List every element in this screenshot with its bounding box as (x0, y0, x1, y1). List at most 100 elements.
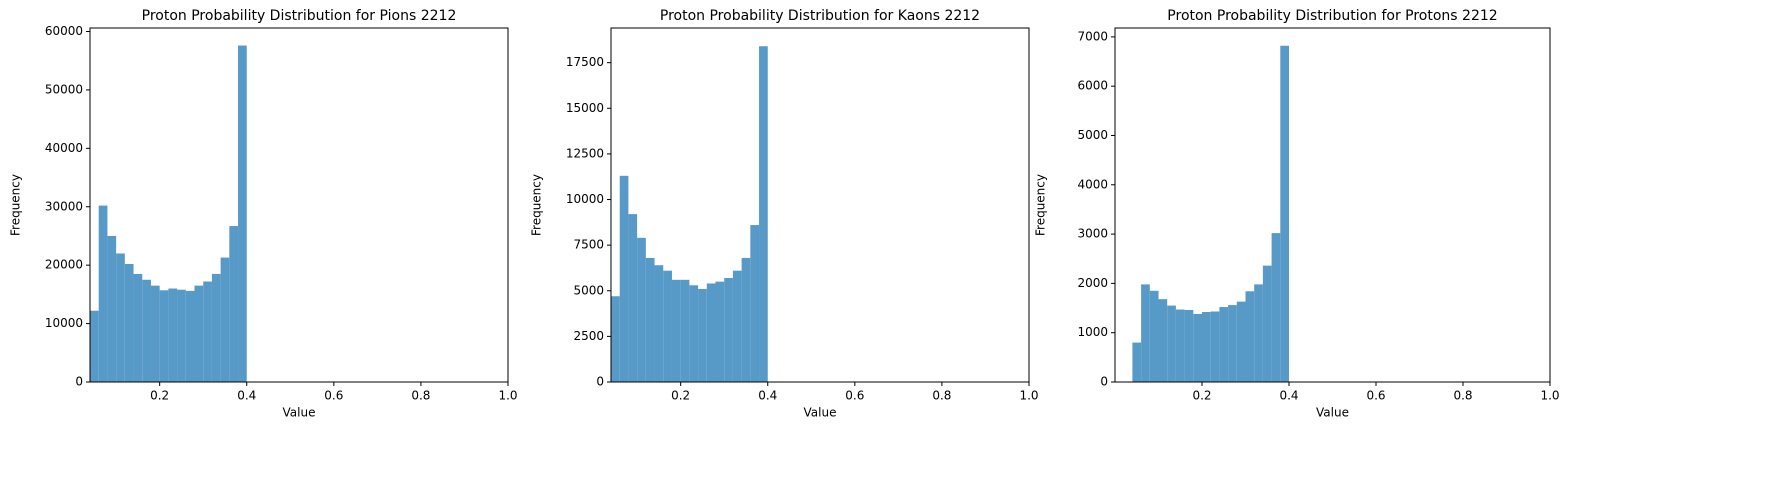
x-tick-label: 1.0 (1540, 389, 1559, 403)
y-tick-label: 50000 (45, 82, 83, 96)
x-tick-label: 0.4 (237, 389, 256, 403)
y-tick-label: 5000 (573, 283, 604, 297)
bar (671, 279, 681, 382)
y-tick-label: 7500 (573, 238, 604, 252)
bar (680, 279, 690, 382)
bar (1141, 284, 1150, 382)
bar (1132, 342, 1142, 382)
bar (194, 285, 204, 382)
bar (750, 225, 760, 382)
y-tick-label: 30000 (45, 199, 83, 213)
x-tick-label: 0.2 (1192, 389, 1211, 403)
y-tick-label: 0 (75, 375, 83, 389)
x-axis-label: Value (804, 406, 837, 420)
chart-title: Proton Probability Distribution for Kaon… (660, 8, 980, 24)
bar (220, 257, 230, 382)
y-tick-label: 0 (596, 375, 604, 389)
y-axis-label: Frequency (9, 174, 23, 236)
y-tick-label: 2500 (573, 329, 604, 343)
x-tick-label: 0.4 (1279, 389, 1298, 403)
bar (1271, 233, 1281, 382)
y-tick-label: 1000 (1077, 325, 1108, 339)
x-tick-label: 0.6 (845, 389, 864, 403)
bar (168, 288, 178, 382)
bar (142, 279, 151, 382)
bar (124, 264, 134, 382)
x-tick-label: 0.2 (671, 389, 690, 403)
bar (741, 257, 751, 382)
bar (1254, 284, 1263, 382)
bar (654, 265, 664, 382)
bar (1149, 290, 1159, 382)
y-tick-label: 20000 (45, 258, 83, 272)
bar (732, 270, 742, 382)
bar (1193, 313, 1202, 382)
y-axis-label: Frequency (1034, 174, 1048, 236)
x-tick-label: 0.6 (1366, 389, 1385, 403)
chart-title: Proton Probability Distribution for Prot… (1167, 8, 1497, 24)
x-tick-label: 0.8 (411, 389, 430, 403)
bar (706, 283, 716, 382)
x-tick-label: 0.2 (150, 389, 169, 403)
bar (628, 214, 638, 382)
x-tick-label: 1.0 (498, 389, 517, 403)
y-tick-label: 40000 (45, 141, 83, 155)
x-tick-label: 0.8 (1453, 389, 1472, 403)
bar (98, 205, 108, 382)
bar (1236, 301, 1246, 382)
bar (229, 226, 239, 382)
bar (1245, 291, 1255, 382)
axes-frame (1114, 27, 1551, 383)
y-tick-label: 3000 (1077, 227, 1108, 241)
y-tick-label: 0 (1100, 375, 1108, 389)
bar (150, 285, 160, 382)
bar (645, 257, 655, 382)
x-tick-label: 0.4 (758, 389, 777, 403)
bar (1184, 310, 1194, 382)
bar (611, 296, 620, 382)
y-tick-label: 6000 (1077, 79, 1108, 93)
y-tick-label: 10000 (566, 192, 604, 206)
y-tick-label: 60000 (45, 24, 83, 38)
bar (724, 277, 733, 382)
bar (133, 273, 143, 382)
y-tick-label: 7000 (1077, 29, 1108, 43)
x-tick-label: 1.0 (1019, 389, 1038, 403)
bar (238, 45, 247, 383)
axes-frame (610, 27, 1030, 383)
y-tick-label: 4000 (1077, 177, 1108, 191)
bar (759, 46, 768, 382)
y-tick-label: 5000 (1077, 128, 1108, 142)
bar (211, 273, 221, 382)
bar (159, 290, 169, 382)
bar (689, 285, 699, 382)
bar (1202, 311, 1211, 382)
bar (90, 310, 99, 382)
x-axis-label: Value (283, 406, 316, 420)
bar (1158, 299, 1168, 382)
bar (1228, 305, 1237, 382)
bar (1219, 307, 1229, 382)
y-tick-label: 2000 (1077, 276, 1108, 290)
bar (663, 270, 672, 382)
bar (715, 281, 725, 382)
bar (619, 175, 629, 382)
y-tick-label: 12500 (566, 146, 604, 160)
bar (698, 288, 707, 382)
bar (1167, 305, 1176, 382)
bar (116, 253, 125, 382)
x-tick-label: 0.6 (324, 389, 343, 403)
x-tick-label: 0.8 (932, 389, 951, 403)
bar (1262, 265, 1272, 382)
bar (637, 237, 646, 382)
x-axis-label: Value (1316, 406, 1349, 420)
bar (1175, 309, 1185, 382)
y-axis-label: Frequency (530, 174, 544, 236)
bar (1210, 311, 1220, 382)
bar (203, 281, 212, 382)
y-tick-label: 15000 (566, 101, 604, 115)
axes-frame (89, 27, 509, 383)
bar (1280, 45, 1289, 383)
bar (177, 289, 186, 382)
